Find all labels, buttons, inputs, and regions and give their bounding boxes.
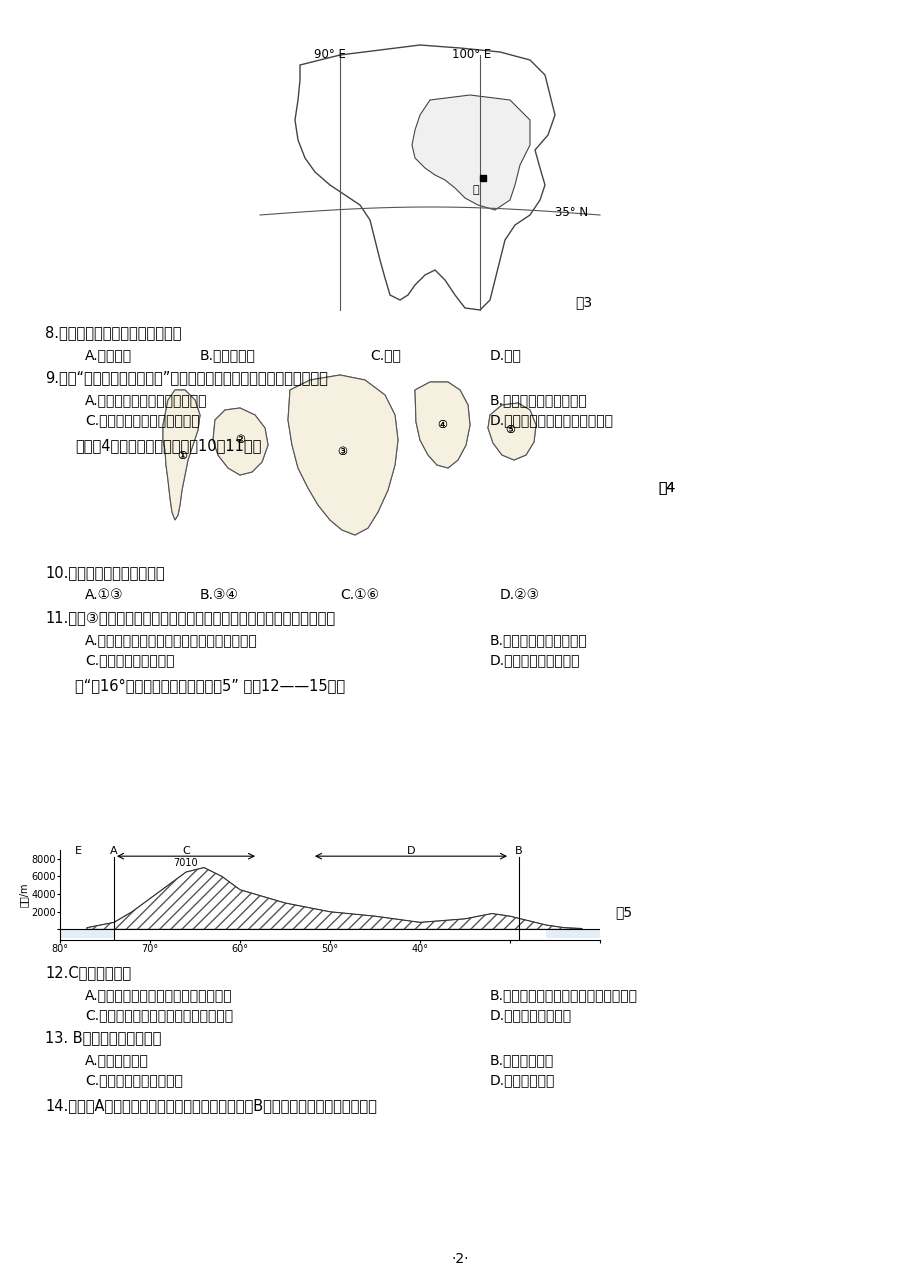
Text: A.种植柑橘、荔枝等为主的林业: A.种植柑橘、荔枝等为主的林业 xyxy=(85,392,208,406)
Text: ②: ② xyxy=(234,434,244,445)
Text: ⑤: ⑤ xyxy=(505,426,515,434)
Text: ③: ③ xyxy=(336,447,346,457)
Text: 10.位于东南亚的一组国家是: 10.位于东南亚的一组国家是 xyxy=(45,564,165,580)
Polygon shape xyxy=(163,390,199,520)
Text: D.放养羊、马、牛为主的畜牧业: D.放养羊、马、牛为主的畜牧业 xyxy=(490,413,613,427)
Polygon shape xyxy=(288,375,398,535)
Text: 读“氡16°绬线某大洲的地形剖面图5” 回畇12——15题。: 读“氡16°绬线某大洲的地形剖面图5” 回畇12——15题。 xyxy=(75,678,345,693)
Text: B.种植水稺为主的耕作业: B.种植水稺为主的耕作业 xyxy=(490,392,587,406)
Text: C.亚热带季风性湿润气候: C.亚热带季风性湿润气候 xyxy=(85,1073,183,1087)
Text: B.雅鲁藏布江: B.雅鲁藏布江 xyxy=(199,348,255,362)
Text: C.非洲板块与印度洋板块碰撞挤压形成: C.非洲板块与印度洋板块碰撞挤压形成 xyxy=(85,1008,233,1022)
Text: 图4: 图4 xyxy=(657,480,675,494)
Text: A.①③: A.①③ xyxy=(85,589,123,603)
Text: ①: ① xyxy=(176,451,187,461)
Text: 90° E: 90° E xyxy=(313,48,346,61)
Text: B.远离海洋，缺湿润气流: B.远离海洋，缺湿润气流 xyxy=(490,633,587,647)
Text: ②: ② xyxy=(234,434,244,445)
Text: C.沙漠广布，缺乏植被: C.沙漠广布，缺乏植被 xyxy=(85,654,175,668)
Text: 图4: 图4 xyxy=(657,480,675,494)
Text: 14.某人从A处先向南，后转向北沿海岸线一直走到B处，沿途没有经过的自然带有: 14.某人从A处先向南，后转向北沿海岸线一直走到B处，沿途没有经过的自然带有 xyxy=(45,1098,377,1113)
Text: 11.国家③与其他四个国家的气候特征相比，存在明显差异的原因主要是: 11.国家③与其他四个国家的气候特征相比，存在明显差异的原因主要是 xyxy=(45,610,335,626)
Text: 100° E: 100° E xyxy=(452,48,491,61)
Polygon shape xyxy=(288,375,398,535)
Text: A.塔里木河: A.塔里木河 xyxy=(85,348,132,362)
Polygon shape xyxy=(213,408,267,475)
Text: 甲: 甲 xyxy=(472,185,479,195)
Text: 比较图4中五个亚洲国家，完成10～11题。: 比较图4中五个亚洲国家，完成10～11题。 xyxy=(75,438,261,454)
Text: ⑤: ⑤ xyxy=(505,426,515,434)
Text: 图5: 图5 xyxy=(614,905,631,919)
Text: D: D xyxy=(406,846,414,856)
Text: ①: ① xyxy=(176,451,187,461)
Text: 12.C山脉的成因是: 12.C山脉的成因是 xyxy=(45,964,131,980)
Text: E: E xyxy=(74,846,82,856)
Polygon shape xyxy=(487,403,536,460)
Text: A.美洲板块与南极洲板块碰撞挤压形成: A.美洲板块与南极洲板块碰撞挤压形成 xyxy=(85,989,233,1001)
Text: C.①⑥: C.①⑥ xyxy=(340,589,379,603)
Text: D.岩层断裂抬升形成: D.岩层断裂抬升形成 xyxy=(490,1008,572,1022)
Text: B: B xyxy=(515,846,522,856)
Polygon shape xyxy=(414,382,470,468)
Text: D.热带荒漠气候: D.热带荒漠气候 xyxy=(490,1073,555,1087)
Text: 9.根据“因地制宜、合理布局”的原则，该省区最适宜发展的农业部门是: 9.根据“因地制宜、合理布局”的原则，该省区最适宜发展的农业部门是 xyxy=(45,369,327,385)
Text: A.地形以高原为主，周围山脉环绕，地形闭塞: A.地形以高原为主，周围山脉环绕，地形闭塞 xyxy=(85,633,257,647)
Text: ④: ④ xyxy=(437,420,447,431)
Text: D.地处热带，蒸发量大: D.地处热带，蒸发量大 xyxy=(490,654,580,668)
Text: B.热带雨林气候: B.热带雨林气候 xyxy=(490,1054,553,1068)
Text: ·2·: ·2· xyxy=(450,1252,469,1266)
Polygon shape xyxy=(295,45,554,310)
Text: 7010: 7010 xyxy=(174,857,199,868)
Text: D.长江: D.长江 xyxy=(490,348,521,362)
Text: 35° N: 35° N xyxy=(554,205,587,219)
Text: D.②③: D.②③ xyxy=(499,589,539,603)
Polygon shape xyxy=(213,408,267,475)
Text: C.饰养猪、鸡、鸭为的畜牧业: C.饰养猪、鸡、鸭为的畜牧业 xyxy=(85,413,199,427)
Polygon shape xyxy=(487,403,536,460)
Text: 图3: 图3 xyxy=(574,296,592,310)
Text: 8.下列河流中，发源于该区域的是: 8.下列河流中，发源于该区域的是 xyxy=(45,325,181,340)
Text: A: A xyxy=(110,846,118,856)
Text: B.③④: B.③④ xyxy=(199,589,239,603)
Text: A.热带草原气候: A.热带草原气候 xyxy=(85,1054,149,1068)
Polygon shape xyxy=(412,96,529,210)
Y-axis label: 高度/m: 高度/m xyxy=(18,883,28,907)
Text: C: C xyxy=(182,846,189,856)
Text: 13. B处气候类型的名称为: 13. B处气候类型的名称为 xyxy=(45,1029,161,1045)
Polygon shape xyxy=(163,390,199,520)
Text: ④: ④ xyxy=(437,420,447,431)
Polygon shape xyxy=(414,382,470,468)
Text: ③: ③ xyxy=(336,447,346,457)
Text: C.淮河: C.淮河 xyxy=(369,348,401,362)
Text: B.美洲板块与太平洋板块碰撞挤压形成: B.美洲板块与太平洋板块碰撞挤压形成 xyxy=(490,989,637,1001)
